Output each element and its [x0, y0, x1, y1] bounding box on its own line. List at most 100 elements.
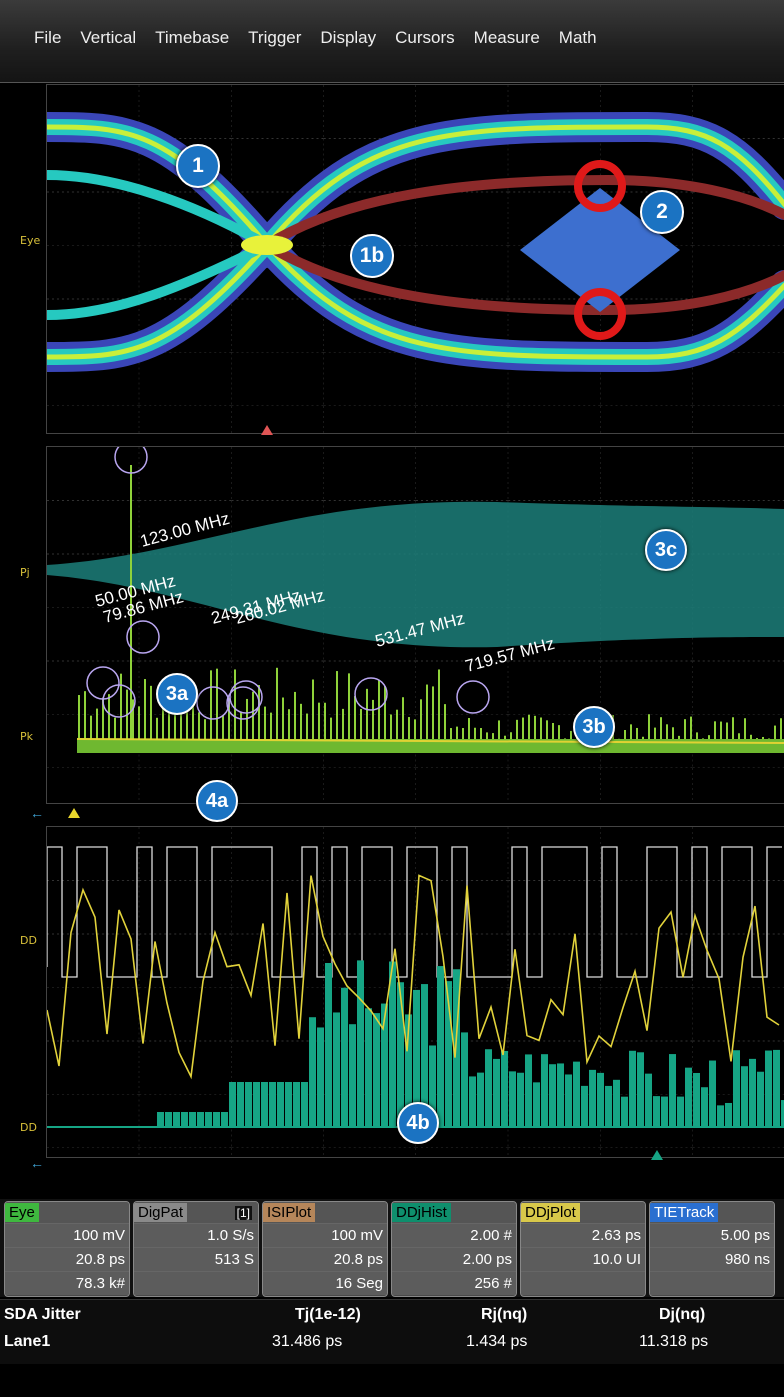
spectrum-panel[interactable]: 123.00 MHz 50.00 MHz 79.86 MHz 249.31 MHz 26…: [46, 446, 784, 804]
ddj-hist-bar: [173, 1112, 180, 1127]
menu-timebase[interactable]: Timebase: [155, 28, 230, 47]
ddj-hist-bar: [181, 1112, 188, 1127]
param-value: 5.00 ps: [650, 1223, 774, 1247]
ddj-hist-bar: [269, 1082, 276, 1127]
ddj-hist-bar: [221, 1112, 228, 1127]
ddj-hist-bar: [477, 1072, 484, 1127]
badge-3c: 3c: [645, 529, 687, 571]
ddj-hist-bar: [405, 1014, 412, 1127]
ddj-trace: [47, 874, 780, 1080]
eye-channel-label: Eye: [20, 234, 41, 247]
param-tietrack[interactable]: TIETrack 5.00 ps 980 ns: [649, 1201, 775, 1297]
menu-math[interactable]: Math: [558, 28, 597, 47]
ddj-hist-bar: [749, 1058, 756, 1127]
menu-cursors[interactable]: Cursors: [395, 28, 455, 47]
param-value: 16 Seg: [263, 1271, 387, 1295]
menu-trigger[interactable]: Trigger: [248, 28, 302, 47]
param-value: 256 #: [392, 1271, 516, 1295]
eye-diagram-panel[interactable]: [46, 84, 784, 434]
jitter-lane: Lane1: [4, 1333, 51, 1350]
ddj-hist-bar: [253, 1082, 260, 1127]
ddj-hist-bar: [309, 1017, 316, 1127]
ddj-hist-bar: [557, 1063, 564, 1127]
badge-4b: 4b: [397, 1102, 439, 1144]
ddj-panel[interactable]: [46, 826, 784, 1158]
param-digpat[interactable]: DigPat [1] 1.0 S/s 513 S: [133, 1201, 259, 1297]
menu-measure[interactable]: Measure: [473, 28, 540, 47]
menu-display[interactable]: Display: [320, 28, 377, 47]
ddj-hist-bar: [709, 1060, 716, 1127]
ddj-hist-bar: [493, 1058, 500, 1127]
ddj-hist-bar: [229, 1082, 236, 1127]
pj-envelope: [47, 501, 784, 648]
menu-items: File Vertical Timebase Trigger Display Cursor…: [34, 28, 616, 48]
ddj-marker-icon: [651, 1150, 663, 1160]
trigger-marker-icon: [261, 425, 273, 435]
param-value: 78.3 k#: [5, 1271, 129, 1295]
menu-file[interactable]: File: [34, 28, 62, 47]
param-value: [521, 1271, 645, 1295]
ddj-hist-bar: [589, 1069, 596, 1127]
param-header: DDjHist: [392, 1202, 516, 1223]
ddj-hist-bar: [597, 1072, 604, 1127]
ddj-hist-bar: [501, 1050, 508, 1127]
ddj-hist-bar: [781, 1100, 784, 1127]
ddj-hist-bar: [693, 1072, 700, 1127]
ddj-hist-bar: [349, 1024, 356, 1127]
param-header: Eye: [5, 1202, 129, 1223]
param-value: 513 S: [134, 1247, 258, 1271]
param-flag: [1]: [234, 1205, 252, 1220]
ddj-hist-bar: [717, 1105, 724, 1127]
pk-trace: [76, 738, 784, 744]
ddj-hist-bar: [429, 1045, 436, 1127]
ddj-hist-bar: [165, 1112, 172, 1127]
ddj-hist-bar: [533, 1082, 540, 1127]
param-isiplot[interactable]: ISIPlot 100 mV 20.8 ps 16 Seg: [262, 1201, 388, 1297]
param-value: 980 ns: [650, 1247, 774, 1271]
dj-value: 11.318 ps: [639, 1333, 709, 1350]
ddj-hist-bar: [485, 1049, 492, 1127]
peak-marker: [114, 447, 148, 474]
param-value: 100 mV: [263, 1223, 387, 1247]
ddj-hist-bar: [237, 1082, 244, 1127]
param-value: 2.63 ps: [521, 1223, 645, 1247]
ddj-hist-bar: [701, 1087, 708, 1127]
param-ddjplot[interactable]: DDjPlot 2.63 ps 10.0 UI: [520, 1201, 646, 1297]
ddj-hist-bar: [661, 1096, 668, 1127]
peak-marker: [126, 620, 160, 654]
param-value: 10.0 UI: [521, 1247, 645, 1271]
rj-label: Rj(nq): [481, 1306, 528, 1323]
ddj-hist-bar: [301, 1082, 308, 1127]
ddj-hist-bar: [317, 1027, 324, 1127]
dd-channel-label-1: DD: [20, 934, 37, 947]
ddj-hist-bar: [613, 1079, 620, 1127]
tj-label: Tj(1e-12): [295, 1306, 361, 1323]
ddj-hist-bar: [157, 1112, 164, 1127]
pj-channel-label: Pj: [20, 566, 30, 579]
eye-crossing: [241, 235, 293, 255]
ddj-hist-bar: [517, 1072, 524, 1127]
ddj-hist-bar: [469, 1076, 476, 1127]
ddj-hist-bar: [725, 1102, 732, 1127]
left-arrow-icon: ←: [30, 805, 44, 821]
ddj-hist-bar: [653, 1096, 660, 1127]
param-eye[interactable]: Eye 100 mV 20.8 ps 78.3 k#: [4, 1201, 130, 1297]
ddj-hist-bar: [357, 960, 364, 1127]
badge-4a: 4a: [196, 780, 238, 822]
param-ddjhist[interactable]: DDjHist 2.00 #2.00 ps 256 #: [391, 1201, 517, 1297]
ddj-hist-bar: [757, 1071, 764, 1127]
ddj-hist-bar: [333, 1012, 340, 1127]
badge-2: 2: [640, 190, 684, 234]
jitter-title: SDA Jitter: [4, 1306, 81, 1323]
param-name: Eye: [5, 1203, 39, 1222]
param-header: ISIPlot: [263, 1202, 387, 1223]
ddj-hist-bar: [261, 1082, 268, 1127]
param-header: TIETrack: [650, 1202, 774, 1223]
ddj-hist-bar: [413, 989, 420, 1127]
ddj-hist-bar: [373, 1013, 380, 1127]
ddj-hist-bar: [573, 1061, 580, 1127]
ddj-hist-bar: [733, 1050, 740, 1127]
menu-vertical[interactable]: Vertical: [80, 28, 137, 47]
eye-diagram: [47, 85, 784, 433]
tj-value: 31.486 ps: [272, 1333, 343, 1350]
